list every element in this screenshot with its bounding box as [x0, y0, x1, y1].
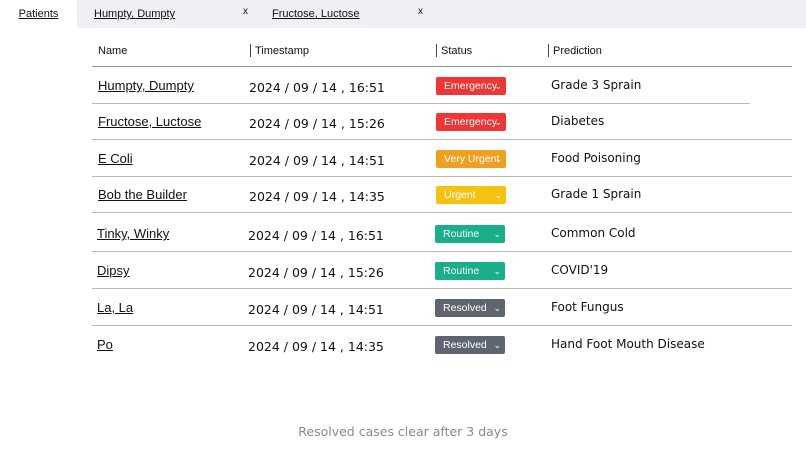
status-label: Resolved	[443, 302, 487, 314]
prediction: COVID'19	[551, 263, 609, 277]
patient-name-link[interactable]: Po	[97, 337, 113, 352]
table-header: Name Timestamp Status Prediction	[92, 36, 792, 67]
patient-name-link[interactable]: Humpty, Dumpty	[98, 78, 194, 93]
status-dropdown[interactable]: Urgent ⌄	[436, 186, 506, 204]
tab-label: Fructose, Luctose	[272, 8, 360, 20]
tab-bar: Patients Humpty, Dumpty x Fructose, Luct…	[0, 0, 806, 28]
chevron-down-icon: ⌄	[494, 154, 502, 164]
timestamp: 2024 / 09 / 14 , 14:35	[249, 189, 385, 204]
table-row: Po 2024 / 09 / 14 , 14:35 Resolved ⌄ Hand Fo…	[92, 326, 792, 362]
timestamp: 2024 / 09 / 14 , 14:51	[248, 302, 384, 317]
tab-label: Humpty, Dumpty	[94, 8, 176, 20]
header-status: Status	[441, 45, 473, 57]
table-row: Bob the Builder 2024 / 09 / 14 , 14:35 Urg…	[92, 176, 792, 212]
close-icon[interactable]: x	[418, 6, 423, 17]
prediction: Grade 1 Sprain	[551, 187, 642, 201]
close-icon[interactable]: x	[243, 6, 248, 17]
row-divider	[92, 103, 750, 104]
tab-humpty-dumpty[interactable]: Humpty, Dumpty	[94, 0, 175, 28]
row-divider	[92, 176, 792, 177]
header-timestamp: Timestamp	[255, 45, 309, 57]
table-row: La, La 2024 / 09 / 14 , 14:51 Resolved ⌄ Foo…	[92, 289, 792, 325]
row-divider	[92, 288, 792, 289]
chevron-down-icon: ⌄	[493, 340, 501, 350]
status-dropdown[interactable]: Emergency ⌄	[436, 77, 506, 95]
table-row: Dipsy 2024 / 09 / 14 , 15:26 Routine ⌄ COVID…	[92, 252, 792, 288]
patient-name-link[interactable]: Fructose, Luctose	[98, 114, 202, 129]
status-label: Routine	[443, 265, 480, 277]
footer-note: Resolved cases clear after 3 days	[298, 424, 508, 439]
header-name: Name	[98, 45, 128, 57]
patient-name-link[interactable]: Tinky, Winky	[97, 226, 170, 241]
status-dropdown[interactable]: Routine ⌄	[435, 225, 505, 243]
timestamp: 2024 / 09 / 14 , 15:26	[248, 265, 384, 280]
timestamp: 2024 / 09 / 14 , 14:35	[248, 339, 384, 354]
status-label: Very Urgent	[444, 153, 500, 165]
tab-patients[interactable]: Patients	[0, 0, 77, 28]
tab-label: Patients	[18, 8, 59, 20]
table-row: Fructose, Luctose 2024 / 09 / 14 , 15:26 E…	[92, 103, 792, 139]
chevron-down-icon: ⌄	[494, 117, 502, 127]
prediction: Common Cold	[551, 226, 636, 240]
prediction: Food Poisoning	[551, 151, 641, 165]
table-row: Humpty, Dumpty 2024 / 09 / 14 , 16:51 Emer…	[92, 67, 792, 103]
status-label: Urgent	[444, 189, 476, 201]
status-dropdown[interactable]: Very Urgent ⌄	[436, 150, 506, 168]
patient-name-link[interactable]: La, La	[97, 300, 134, 315]
table-row: E Coli 2024 / 09 / 14 , 14:51 Very Urgent ⌄…	[92, 140, 792, 176]
timestamp: 2024 / 09 / 14 , 15:26	[249, 116, 385, 131]
status-label: Emergency	[444, 80, 498, 92]
patient-name-link[interactable]: Dipsy	[97, 263, 130, 278]
status-dropdown[interactable]: Emergency ⌄	[436, 113, 506, 131]
row-divider	[92, 139, 792, 140]
chevron-down-icon: ⌄	[493, 229, 501, 239]
prediction: Hand Foot Mouth Disease	[551, 337, 705, 351]
status-dropdown[interactable]: Resolved ⌄	[435, 336, 505, 354]
prediction: Foot Fungus	[551, 300, 624, 314]
tab-fructose-luctose[interactable]: Fructose, Luctose	[272, 0, 359, 28]
column-divider	[250, 44, 251, 57]
status-label: Resolved	[443, 339, 487, 351]
column-divider	[436, 44, 437, 57]
prediction: Diabetes	[551, 114, 605, 128]
timestamp: 2024 / 09 / 14 , 14:51	[249, 153, 385, 168]
chevron-down-icon: ⌄	[494, 190, 502, 200]
timestamp: 2024 / 09 / 14 , 16:51	[249, 80, 385, 95]
column-divider	[548, 44, 549, 57]
chevron-down-icon: ⌄	[493, 303, 501, 313]
row-divider	[92, 212, 792, 213]
patient-name-link[interactable]: Bob the Builder	[98, 187, 187, 202]
timestamp: 2024 / 09 / 14 , 16:51	[248, 228, 384, 243]
patient-name-link[interactable]: E Coli	[98, 151, 133, 166]
table-row: Tinky, Winky 2024 / 09 / 14 , 16:51 Routin…	[92, 215, 792, 251]
row-divider	[92, 251, 792, 252]
status-dropdown[interactable]: Routine ⌄	[435, 262, 505, 280]
status-label: Emergency	[444, 116, 498, 128]
status-dropdown[interactable]: Resolved ⌄	[435, 299, 505, 317]
chevron-down-icon: ⌄	[493, 266, 501, 276]
prediction: Grade 3 Sprain	[551, 78, 642, 92]
row-divider	[92, 325, 792, 326]
header-prediction: Prediction	[553, 45, 602, 57]
chevron-down-icon: ⌄	[494, 81, 502, 91]
status-label: Routine	[443, 228, 480, 240]
